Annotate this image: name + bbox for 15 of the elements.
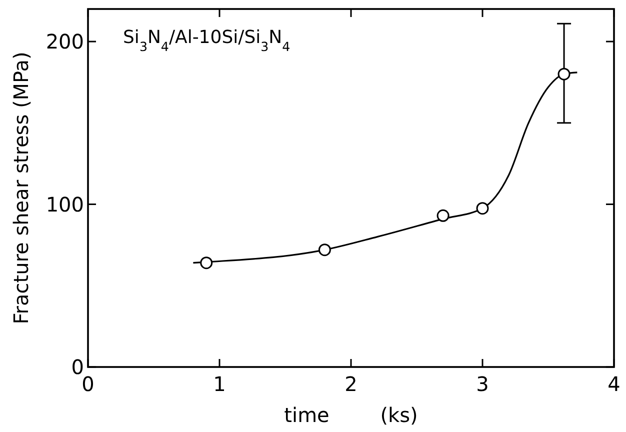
x-tick-label: 4 [608,372,620,396]
x-tick-label: 1 [213,372,226,396]
point [318,244,331,256]
point [558,68,570,80]
x-tick-label: 3 [476,372,489,396]
y-tick-label: 100 [46,192,84,216]
point [436,209,450,222]
point [200,256,213,270]
y-tick-label: 200 [46,30,84,54]
y-axis-title: Fracture shear stress (MPa) [9,52,33,324]
point [476,202,489,215]
y-tick-label: 0 [71,355,84,379]
x-axis-title: time (ks) [284,403,418,427]
annotation: Si$_{3}$N$_{4}$/Al-10Si/Si$_{3}$N$_{4}$ [123,27,290,54]
x-tick-label: 2 [344,372,358,396]
